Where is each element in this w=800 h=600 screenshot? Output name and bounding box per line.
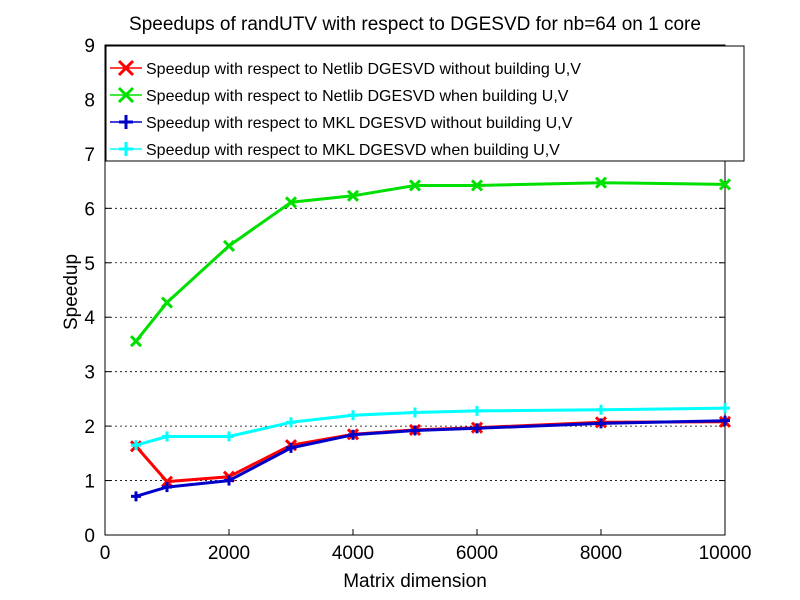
x-tick-label: 2000 (208, 543, 250, 564)
axes: 0 1 2 3 4 5 6 7 8 9 0 2000 4000 6000 8000 10000 (84, 36, 751, 564)
data-point-marker (222, 239, 236, 252)
y-tick-label: 9 (84, 36, 95, 57)
x-tick-label: 0 (100, 543, 111, 564)
series-3 (131, 415, 730, 502)
x-tick-label: 8000 (580, 543, 622, 564)
legend-entry-label: Speedup with respect to Netlib DGESVD wi… (146, 61, 581, 78)
y-axis-title: Speedup (61, 254, 82, 330)
y-tick-label: 2 (84, 417, 95, 438)
y-tick-label: 1 (84, 472, 95, 493)
data-series (129, 176, 732, 502)
legend-entry-label: Speedup with respect to MKL DGESVD when … (146, 142, 560, 159)
chart-title: Speedups of randUTV with respect to DGES… (129, 14, 701, 35)
legend: Speedup with respect to Netlib DGESVD wi… (105, 45, 745, 162)
data-point-marker (284, 196, 298, 209)
data-point-marker (718, 178, 732, 191)
data-point-marker (129, 335, 143, 348)
x-tick-label: 6000 (456, 543, 498, 564)
series-4 (131, 403, 730, 451)
axes-frame (104, 44, 726, 536)
data-point-marker (408, 179, 422, 192)
y-tick-label: 5 (84, 254, 95, 275)
series-2 (129, 176, 732, 348)
y-tick-label: 6 (84, 199, 95, 220)
y-tick-label: 3 (84, 363, 95, 384)
legend-box (105, 45, 745, 162)
data-point-marker (160, 475, 174, 488)
x-axis-title: Matrix dimension (343, 571, 487, 592)
y-tick-label: 8 (84, 90, 95, 111)
legend-entry-label: Speedup with respect to MKL DGESVD witho… (146, 115, 573, 132)
legend-marker (117, 86, 135, 104)
data-point-marker (470, 179, 484, 192)
y-tick-label: 0 (84, 526, 95, 547)
data-point-marker (594, 176, 608, 189)
legend-marker (117, 59, 135, 77)
x-tick-label: 4000 (332, 543, 374, 564)
y-tick-label: 4 (84, 308, 95, 329)
legend-entry-label: Speedup with respect to Netlib DGESVD wh… (146, 88, 569, 105)
x-tick-label: 10000 (699, 543, 752, 564)
data-point-marker (160, 296, 174, 309)
data-point-marker (346, 189, 360, 202)
y-tick-label: 7 (84, 145, 95, 166)
